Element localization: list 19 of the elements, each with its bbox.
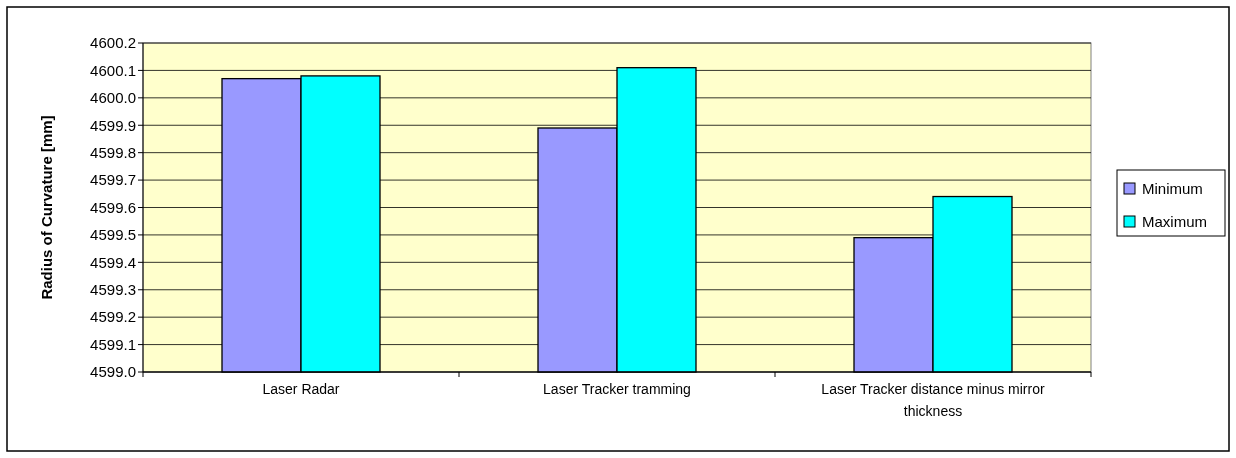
x-tick-label: Laser Tracker tramming: [543, 381, 691, 397]
y-tick-label: 4599.4: [90, 253, 136, 271]
legend-label: Minimum: [1142, 180, 1203, 198]
y-tick-label: 4599.0: [90, 363, 136, 381]
y-tick-label: 4599.6: [90, 198, 136, 216]
y-tick-label: 4599.5: [90, 226, 136, 244]
y-axis-title: Radius of Curvature [mm]: [38, 115, 55, 300]
y-tick-label: 4599.3: [90, 281, 136, 298]
y-tick-label: 4599.8: [90, 143, 136, 161]
y-tick-label: 4599.1: [90, 335, 136, 353]
y-tick-label: 4600.1: [90, 61, 136, 79]
legend-label: Maximum: [1142, 213, 1208, 231]
y-tick-label: 4599.2: [90, 308, 136, 326]
y-tick-label: 4600.2: [90, 34, 136, 52]
y-tick-label: 4599.7: [90, 171, 136, 189]
y-tick-label: 4599.9: [90, 116, 136, 134]
x-tick-label: Laser Tracker distance minus mirror thickness: [821, 381, 1045, 419]
y-tick-label: 4600.0: [90, 89, 136, 107]
x-tick-label: Laser Radar: [262, 381, 340, 397]
